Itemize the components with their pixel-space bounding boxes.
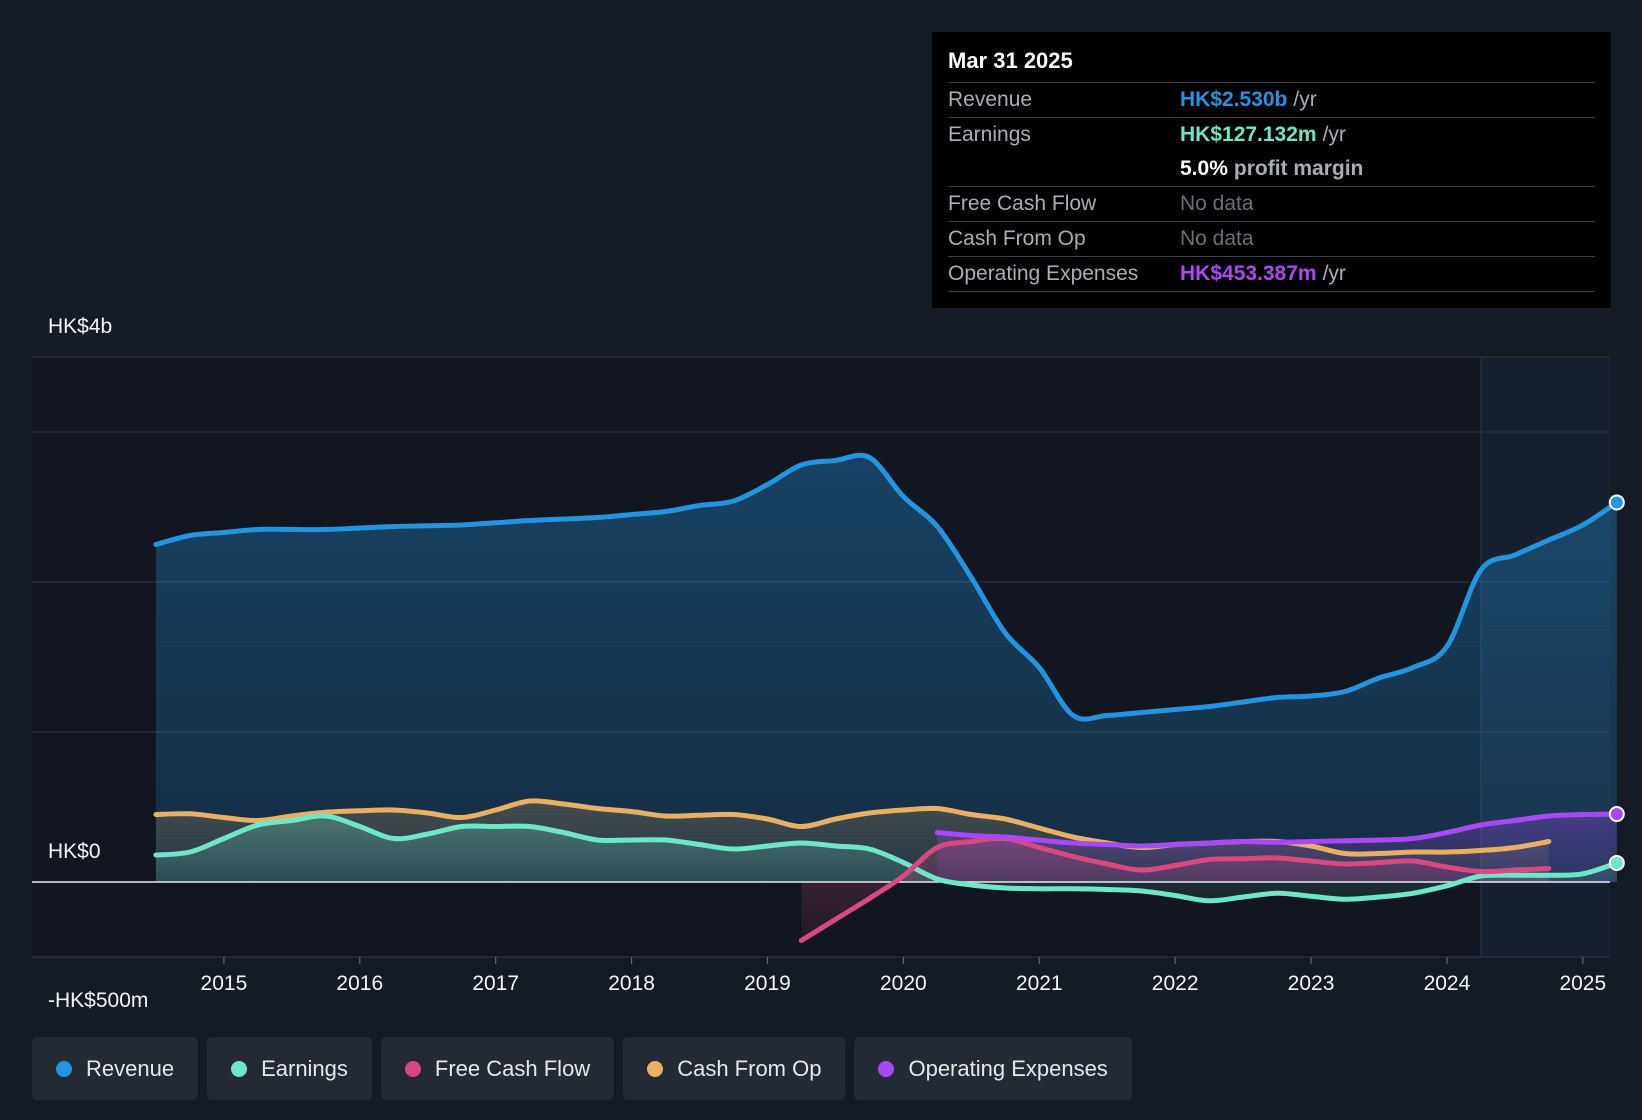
- tooltip-row-earnings: Earnings HK$127.132m /yr: [948, 117, 1595, 152]
- free-cash-flow-dot-icon: [404, 1060, 421, 1077]
- tooltip-row-fcf: Free Cash Flow No data: [948, 186, 1595, 221]
- x-label-2017: 2017: [472, 972, 519, 995]
- revenue-dot-icon: [56, 1060, 72, 1077]
- area-revenue: [155, 455, 1617, 882]
- x-label-2016: 2016: [336, 972, 383, 995]
- tooltip-row-cfo: Cash From Op No data: [948, 221, 1595, 256]
- endpoint-revenue: [1608, 494, 1625, 511]
- legend-item-operating-expenses[interactable]: Operating Expenses: [854, 1037, 1132, 1100]
- tooltip-date: Mar 31 2025: [948, 48, 1073, 73]
- tooltip-earnings-unit: /yr: [1322, 123, 1346, 146]
- legend-label-cash-from-op: Cash From Op: [677, 1055, 822, 1081]
- tooltip-fcf-label: Free Cash Flow: [948, 192, 1097, 215]
- legend-label-earnings: Earnings: [261, 1055, 348, 1081]
- tooltip-revenue-value: HK$2.530b: [1180, 88, 1288, 111]
- tooltip-row-margin: 5.0% profit margin: [948, 152, 1595, 186]
- legend-item-free-cash-flow[interactable]: Free Cash Flow: [380, 1037, 615, 1100]
- series-areas: [32, 455, 1617, 941]
- legend-label-free-cash-flow: Free Cash Flow: [434, 1055, 591, 1081]
- series-lines[interactable]: [153, 452, 1620, 943]
- tooltip-earnings-label: Earnings: [948, 123, 1031, 146]
- y-label-1: HK$0: [48, 840, 101, 863]
- tooltip-cfo-label: Cash From Op: [948, 227, 1086, 250]
- tooltip-margin-value: 5.0%: [1180, 157, 1228, 180]
- y-label-0: HK$4b: [48, 315, 112, 338]
- endpoint-opex: [1608, 806, 1625, 823]
- legend-item-earnings[interactable]: Earnings: [207, 1037, 372, 1100]
- line-opex: [934, 811, 1620, 849]
- tooltip-margin-label: profit margin: [1233, 157, 1364, 180]
- x-label-2015: 2015: [201, 972, 248, 995]
- y-axis-labels: HK$4b HK$0 -HK$500m: [48, 315, 148, 1012]
- legend-label-operating-expenses: Operating Expenses: [908, 1055, 1108, 1081]
- legend-item-cash-from-op[interactable]: Cash From Op: [623, 1037, 846, 1100]
- legend-item-revenue[interactable]: Revenue: [32, 1037, 199, 1100]
- earnings-dot-icon: [231, 1060, 248, 1077]
- y-label-2: -HK$500m: [48, 989, 148, 1012]
- x-label-2025: 2025: [1559, 972, 1606, 995]
- x-label-2022: 2022: [1152, 972, 1199, 995]
- tooltip-row-revenue: Revenue HK$2.530b /yr: [948, 82, 1595, 117]
- x-label-2021: 2021: [1016, 972, 1063, 995]
- tooltip-opex-label: Operating Expenses: [948, 262, 1139, 285]
- line-fcf: [798, 835, 1552, 943]
- series-endpoints[interactable]: [1608, 494, 1625, 871]
- tooltip-opex-value: HK$453.387m: [1180, 262, 1317, 285]
- line-revenue: [153, 452, 1620, 722]
- operating-expenses-dot-icon: [878, 1060, 895, 1077]
- x-label-2024: 2024: [1424, 972, 1471, 995]
- x-label-2020: 2020: [880, 972, 927, 995]
- data-tooltip: Mar 31 2025 Revenue HK$2.530b /yr Earnin…: [932, 32, 1611, 308]
- x-label-2018: 2018: [608, 972, 655, 995]
- x-label-2019: 2019: [744, 972, 791, 995]
- x-label-2023: 2023: [1288, 972, 1335, 995]
- chart-legend: Revenue Earnings Free Cash Flow Cash Fro…: [32, 1037, 1132, 1100]
- tooltip-opex-unit: /yr: [1322, 262, 1346, 285]
- tooltip-fcf-value: No data: [1180, 192, 1254, 215]
- tooltip-earnings-value: HK$127.132m: [1180, 123, 1317, 146]
- legend-label-revenue: Revenue: [86, 1055, 175, 1081]
- line-cfo: [153, 798, 1552, 857]
- cash-from-op-dot-icon: [647, 1060, 664, 1077]
- tooltip-cfo-value: No data: [1180, 227, 1254, 250]
- x-axis-ticks: 2015 2016 2017 2018 2019 2020 2021 2022 2023 2024…: [201, 957, 1606, 995]
- line-earnings: [153, 813, 1620, 904]
- area-earnings: [155, 815, 1617, 901]
- endpoint-earnings: [1608, 854, 1625, 871]
- tooltip-row-opex: Operating Expenses HK$453.387m /yr: [948, 256, 1595, 292]
- tooltip-revenue-label: Revenue: [948, 88, 1033, 111]
- tooltip-revenue-unit: /yr: [1293, 88, 1317, 111]
